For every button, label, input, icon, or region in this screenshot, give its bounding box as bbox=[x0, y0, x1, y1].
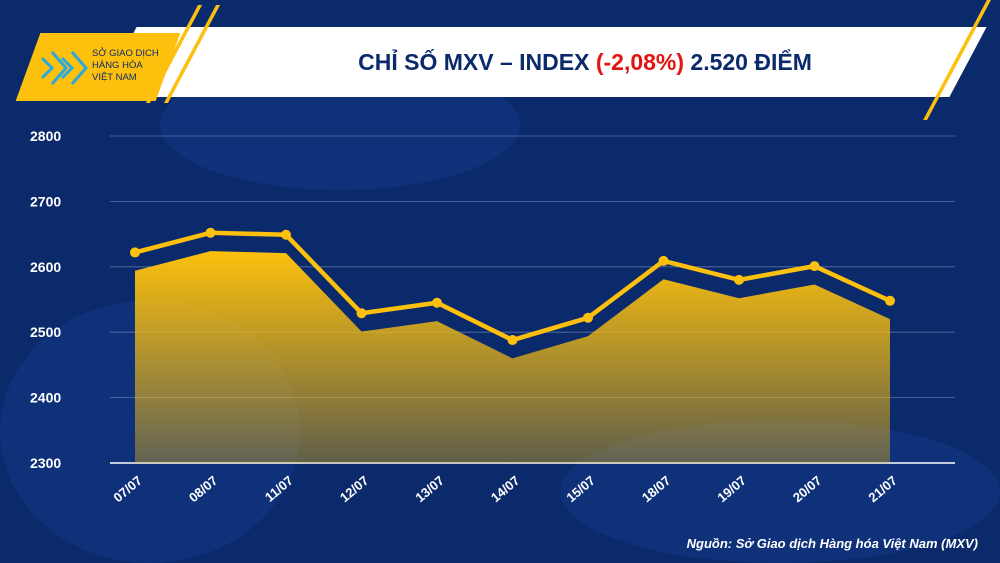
logo-line: VIỆT NAM bbox=[92, 72, 137, 83]
data-point bbox=[583, 312, 593, 323]
data-point bbox=[356, 308, 367, 319]
x-tick-label: 11/07 bbox=[262, 473, 296, 505]
title-value: 2.520 ĐIỂM bbox=[684, 49, 812, 75]
area-fill bbox=[135, 251, 890, 463]
data-point bbox=[507, 335, 518, 346]
x-tick-label: 20/07 bbox=[790, 473, 825, 505]
y-tick-label: 2400 bbox=[30, 390, 61, 406]
x-tick-label: 07/07 bbox=[110, 473, 145, 505]
page-title: CHỈ SỐ MXV – INDEX (-2,08%) 2.520 ĐIỂM bbox=[190, 27, 980, 97]
y-tick-label: 2500 bbox=[30, 324, 61, 340]
data-point bbox=[734, 274, 744, 285]
x-tick-label: 14/07 bbox=[488, 473, 523, 505]
y-tick-label: 2300 bbox=[30, 455, 61, 471]
data-point bbox=[281, 229, 291, 240]
x-tick-label: 13/07 bbox=[412, 473, 447, 505]
data-point bbox=[885, 295, 895, 306]
x-tick-label: 08/07 bbox=[186, 473, 221, 505]
x-tick-label: 19/07 bbox=[714, 473, 749, 505]
title-prefix: CHỈ SỐ MXV – INDEX bbox=[358, 49, 596, 75]
x-tick-label: 21/07 bbox=[865, 473, 900, 505]
y-tick-label: 2700 bbox=[30, 193, 61, 209]
title-change: (-2,08%) bbox=[595, 49, 685, 75]
logo-text: SỞ GIAO DỊCH HÀNG HÓA VIỆT NAM bbox=[92, 48, 159, 84]
data-point bbox=[432, 297, 442, 308]
x-tick-label: 15/07 bbox=[563, 473, 598, 505]
logo-line: SỞ GIAO DỊCH bbox=[92, 48, 159, 59]
data-point bbox=[809, 261, 820, 272]
data-point bbox=[130, 247, 140, 258]
x-tick-label: 18/07 bbox=[639, 473, 674, 505]
source-note: Nguồn: Sở Giao dịch Hàng hóa Việt Nam (M… bbox=[686, 536, 978, 551]
data-point bbox=[205, 227, 216, 238]
logo-line: HÀNG HÓA bbox=[92, 60, 143, 71]
y-tick-label: 2600 bbox=[30, 259, 61, 275]
x-tick-label: 12/07 bbox=[337, 473, 372, 505]
y-tick-label: 2800 bbox=[30, 128, 61, 144]
data-point bbox=[658, 255, 669, 266]
